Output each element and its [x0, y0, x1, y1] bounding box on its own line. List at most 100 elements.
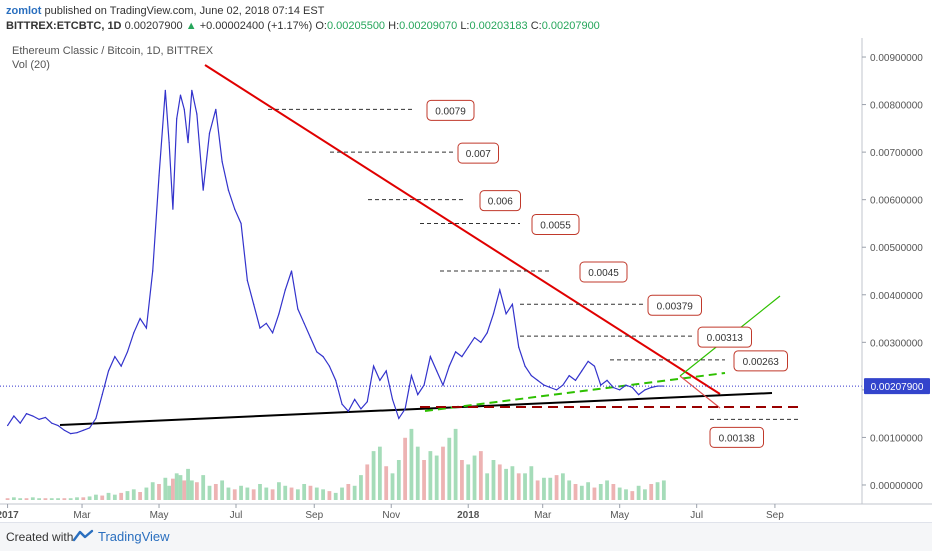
volume-bar — [415, 446, 420, 500]
volume-bar — [321, 489, 325, 500]
volume-bar — [150, 482, 155, 500]
volume-bar — [56, 498, 60, 500]
volume-bar — [131, 489, 136, 500]
chart-title: Ethereum Classic / Bitcoin, 1D, BITTREX — [12, 45, 214, 57]
x-tick-label: 2018 — [457, 510, 480, 521]
price-point — [191, 89, 193, 91]
annotation-label: 0.00263 — [743, 357, 780, 368]
price-point — [246, 279, 248, 282]
volume-bar — [346, 484, 351, 500]
price-point — [19, 422, 21, 424]
tradingview-logo-icon[interactable] — [72, 529, 94, 543]
price-point — [57, 424, 59, 427]
volume-bar — [466, 464, 471, 500]
close-label: C: — [530, 20, 542, 32]
annotations: 0.0079 0.007 0.006 0.0055 0.0045 0.00379 0.003… — [268, 99, 800, 448]
axes: 0.00900000 0.00800000 0.00700000 0.00600000… — [0, 38, 932, 522]
y-tick-label: 0.00700000 — [870, 148, 923, 159]
price-point — [656, 385, 659, 387]
price-point — [309, 336, 312, 339]
volume-bar — [365, 464, 370, 500]
created-with-text: Created with — [6, 530, 74, 544]
annotation-label: 0.006 — [488, 197, 513, 208]
price-point — [568, 375, 570, 377]
price-point — [587, 360, 589, 362]
volume-bar — [384, 466, 389, 500]
volume-bar — [491, 460, 496, 500]
price-point — [574, 379, 577, 381]
annotation-label: 0.0045 — [588, 268, 619, 279]
volume-bar — [605, 480, 609, 500]
symbol-line: BITTREX:ETCBTC, 1D 0.00207900 ▲ +0.00002… — [6, 20, 600, 32]
volume-bar — [586, 482, 591, 500]
price-point — [442, 384, 444, 386]
price-point — [51, 422, 53, 424]
footer: Created with TradingView — [0, 522, 932, 551]
price-point — [25, 413, 28, 415]
y-tick-label: 0.00900000 — [870, 53, 923, 64]
volume-bar — [94, 494, 98, 500]
volume-bar — [5, 498, 10, 500]
volume-bar — [359, 475, 363, 500]
volume-bar — [239, 485, 243, 500]
y-tick-label: 0.00000000 — [870, 481, 923, 492]
price-point — [38, 418, 40, 420]
annotation-callout — [579, 261, 628, 283]
price-series — [6, 89, 665, 435]
price-point — [82, 429, 84, 431]
close-value: 0.00207900 — [541, 20, 600, 32]
price-point — [303, 322, 305, 324]
volume-bar — [655, 482, 660, 500]
price-point — [158, 175, 160, 177]
volume-bar — [308, 485, 313, 500]
volume-bar — [100, 495, 105, 500]
volume-bar — [182, 480, 187, 500]
volume-bar — [75, 497, 79, 500]
volume-bar — [523, 473, 527, 500]
author-link[interactable]: zomlot — [6, 5, 42, 17]
tradingview-brand[interactable]: TradingView — [98, 529, 170, 544]
price-point — [152, 270, 154, 272]
price-change: +0.00002400 (+1.17%) — [199, 20, 313, 32]
volume-bar — [333, 492, 338, 500]
last-price: 0.00207900 — [124, 20, 183, 32]
x-tick-label: Mar — [534, 510, 552, 521]
volume-bar — [340, 487, 344, 500]
volume-bar — [560, 473, 565, 500]
volume-bar — [573, 484, 578, 500]
price-point — [240, 222, 242, 225]
price-point — [448, 365, 450, 367]
volume-bar — [167, 485, 172, 500]
volume-bar — [81, 497, 86, 500]
volume-bar — [295, 489, 300, 500]
chart-frame[interactable]: 0.0079 0.007 0.006 0.0055 0.0045 0.00379 0.003… — [0, 38, 932, 522]
price-point — [139, 317, 141, 320]
price-point — [593, 365, 596, 367]
price-point — [70, 433, 72, 435]
price-point — [107, 370, 110, 372]
price-point — [89, 427, 91, 429]
resistance-trendline — [204, 64, 721, 395]
price-point — [101, 394, 103, 396]
price-point — [625, 384, 627, 386]
y-tick-label: 0.00300000 — [870, 338, 923, 349]
volume-bar — [314, 487, 319, 500]
price-point — [278, 313, 280, 315]
volume-bar — [186, 468, 190, 500]
price-point — [650, 386, 652, 389]
volume-bar — [220, 480, 225, 500]
y-axis-panel — [862, 38, 932, 522]
price-point — [372, 365, 375, 367]
x-tick-label: May — [150, 510, 169, 521]
volume-bar — [232, 489, 237, 500]
volume-bar — [371, 451, 376, 500]
price-point — [253, 303, 255, 305]
support-trendline — [59, 392, 773, 426]
price-chart[interactable]: 0.0079 0.007 0.006 0.0055 0.0045 0.00379 0.003… — [0, 38, 932, 522]
high-label: H: — [388, 20, 400, 32]
high-value: 0.00209070 — [399, 20, 458, 32]
price-line — [7, 90, 664, 435]
price-point — [196, 113, 198, 115]
price-point — [644, 389, 646, 391]
up-arrow-icon: ▲ — [185, 20, 197, 32]
